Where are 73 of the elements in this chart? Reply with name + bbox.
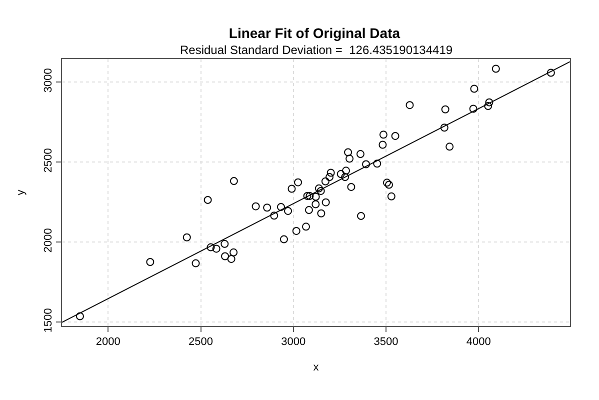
x-tick-label: 3500 [374, 336, 398, 348]
point [76, 312, 84, 320]
point [146, 258, 154, 266]
point [212, 244, 220, 253]
point [484, 102, 492, 110]
x-tick-label: 3000 [281, 336, 306, 348]
chart-subtitle: Residual Standard Deviation = 126.435190134419 [180, 43, 453, 57]
point [227, 254, 236, 263]
point [252, 202, 260, 210]
point [230, 248, 238, 256]
point [470, 84, 478, 93]
point [347, 182, 356, 191]
point [378, 140, 387, 149]
point [316, 186, 325, 195]
x-tick-label: 2500 [188, 336, 213, 348]
point [546, 68, 555, 77]
point [387, 192, 396, 200]
point [270, 212, 278, 220]
point [326, 173, 334, 182]
point [406, 101, 414, 110]
point [206, 243, 215, 252]
point [357, 212, 366, 220]
point [356, 150, 364, 158]
y-axis-title: y [15, 189, 28, 196]
point [440, 124, 448, 132]
y-tick-label: 2500 [42, 148, 55, 173]
y-tick-label: 1500 [42, 308, 55, 333]
point [469, 104, 478, 113]
x-axis-title: x [313, 361, 320, 374]
x-tick-label: 2000 [96, 336, 120, 348]
point [322, 198, 330, 206]
point [314, 184, 323, 192]
y-tick-label: 3000 [42, 68, 55, 93]
x-tick-label: 4000 [466, 336, 491, 348]
point [321, 177, 330, 186]
point [312, 192, 320, 201]
point [303, 192, 312, 200]
point [391, 132, 400, 140]
point [284, 206, 292, 215]
point [221, 252, 230, 260]
point [485, 98, 494, 106]
point [446, 142, 454, 151]
point [306, 192, 314, 200]
point [317, 209, 326, 218]
point [441, 105, 450, 114]
point [292, 226, 300, 235]
y-tick-label: 2000 [42, 228, 55, 253]
point [492, 64, 500, 73]
point [230, 177, 238, 186]
point [341, 173, 350, 182]
point [288, 184, 296, 193]
point [362, 160, 370, 168]
point [342, 166, 350, 175]
point [304, 206, 313, 214]
point [182, 233, 191, 242]
point [379, 130, 388, 139]
point [294, 178, 302, 186]
point [312, 200, 320, 208]
point [263, 204, 272, 212]
point [382, 178, 391, 187]
point [373, 160, 382, 168]
point [280, 235, 288, 244]
point [344, 148, 352, 156]
point [204, 196, 212, 204]
point [192, 259, 200, 268]
point [220, 240, 229, 248]
point [276, 202, 285, 211]
point [326, 168, 335, 177]
point [384, 180, 393, 189]
point [302, 222, 310, 231]
chart-title: Linear Fit of Original Data [228, 24, 400, 41]
point [336, 170, 345, 178]
point [346, 154, 354, 163]
